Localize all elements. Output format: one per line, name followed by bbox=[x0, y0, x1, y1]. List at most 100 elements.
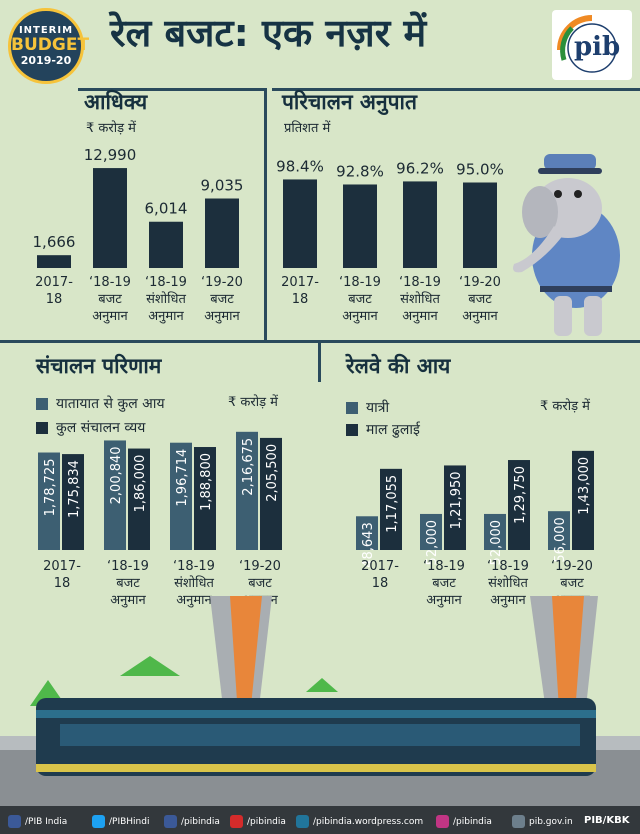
category-label: 2017- bbox=[361, 559, 399, 574]
data-label: 52,000 bbox=[425, 520, 440, 566]
category-label: ‘19-20 bbox=[201, 275, 243, 290]
category-label: अनुमान bbox=[402, 309, 438, 324]
interim-budget-badge: INTERIM BUDGET 2019-20 bbox=[8, 8, 90, 84]
category-label: अनुमान bbox=[148, 309, 184, 324]
category-label: ‘19-20 bbox=[239, 559, 281, 574]
divider bbox=[318, 340, 321, 382]
category-label: अनुमान bbox=[342, 309, 378, 324]
operating-results-unit: ₹ करोड़ में bbox=[228, 395, 278, 410]
category-label: अनुमान bbox=[110, 593, 146, 608]
data-label: 1,43,000 bbox=[577, 457, 592, 515]
bar bbox=[548, 511, 570, 550]
data-label: 1,88,800 bbox=[199, 453, 214, 511]
facebook-icon bbox=[164, 815, 177, 828]
bar bbox=[403, 181, 437, 268]
category-label: बजट bbox=[432, 576, 456, 591]
bar bbox=[38, 452, 60, 550]
bar bbox=[93, 168, 127, 268]
category-label: ‘18-19 bbox=[107, 559, 149, 574]
footer-text: pib.gov.in bbox=[529, 817, 573, 827]
badge-line1: INTERIM bbox=[18, 25, 74, 36]
footer-text: /pibindia bbox=[181, 817, 220, 827]
railway-income-title: रेलवे की आय bbox=[346, 354, 451, 378]
category-label: संशोधित bbox=[400, 291, 440, 307]
category-label: 18 bbox=[292, 292, 309, 307]
bar bbox=[128, 448, 150, 550]
pib-logo: pib bbox=[552, 10, 632, 80]
bar bbox=[260, 437, 282, 550]
footer-text: /PIB India bbox=[25, 817, 68, 827]
facebook-icon bbox=[8, 815, 21, 828]
footer-text: /pibindia.wordpress.com bbox=[313, 817, 424, 827]
legend-item: माल ढुलाई bbox=[346, 420, 420, 439]
data-label: 56,000 bbox=[553, 517, 568, 563]
bar bbox=[104, 440, 126, 550]
footer-link-youtube[interactable]: /pibindia bbox=[230, 815, 286, 828]
category-label: ‘18-19 bbox=[339, 275, 381, 290]
data-label: 52,000 bbox=[489, 520, 504, 566]
category-label: ‘19-20 bbox=[551, 559, 593, 574]
bar bbox=[356, 516, 378, 550]
train-illustration bbox=[0, 596, 640, 806]
category-label: ‘18-19 bbox=[89, 275, 131, 290]
bar bbox=[463, 182, 497, 268]
globe-icon bbox=[512, 815, 525, 828]
bar bbox=[420, 513, 442, 550]
category-label: ‘18-19 bbox=[487, 559, 529, 574]
pib-emblem-icon bbox=[557, 15, 617, 73]
data-label: 1,86,000 bbox=[133, 455, 148, 513]
legend-swatch bbox=[346, 402, 358, 414]
youtube-icon bbox=[230, 815, 243, 828]
category-label: 2017- bbox=[281, 275, 319, 290]
bar bbox=[508, 460, 530, 550]
data-label: 48,643 bbox=[361, 522, 376, 568]
bar bbox=[283, 179, 317, 268]
bar bbox=[37, 255, 71, 268]
category-label: बजट bbox=[248, 576, 272, 591]
data-label: 2,00,840 bbox=[109, 446, 124, 504]
footer-link-facebook[interactable]: /pibindia bbox=[164, 815, 220, 828]
data-label: 2,16,675 bbox=[241, 438, 256, 496]
category-label: ‘18-19 bbox=[399, 275, 441, 290]
category-label: बजट bbox=[210, 292, 234, 307]
category-label: संशोधित bbox=[174, 575, 214, 591]
surplus-unit: ₹ करोड़ में bbox=[86, 121, 136, 136]
legend-label: कुल संचालन व्यय bbox=[56, 420, 146, 436]
instagram-icon bbox=[436, 815, 449, 828]
page-title: रेल बजट: एक नज़र में bbox=[110, 11, 427, 55]
category-label: अनुमान bbox=[462, 309, 498, 324]
legend-swatch bbox=[36, 398, 48, 410]
legend-item: यातायात से कुल आय bbox=[36, 394, 165, 413]
category-label: संशोधित bbox=[146, 291, 186, 307]
data-label: 9,035 bbox=[201, 177, 244, 195]
badge-line2: BUDGET bbox=[11, 35, 90, 55]
category-label: ‘18-19 bbox=[145, 275, 187, 290]
footer-link-wordpress[interactable]: /pibindia.wordpress.com bbox=[296, 815, 423, 828]
legend-item: कुल संचालन व्यय bbox=[36, 418, 145, 437]
footer-link-pibindia[interactable]: /PIB India bbox=[8, 815, 67, 828]
category-label: बजट bbox=[560, 576, 584, 591]
legend-label: माल ढुलाई bbox=[366, 422, 420, 438]
category-label: अनुमान bbox=[426, 593, 462, 608]
category-label: 18 bbox=[46, 292, 63, 307]
bar bbox=[572, 450, 594, 550]
data-label: 1,96,714 bbox=[175, 449, 190, 507]
footer-link-website[interactable]: pib.gov.in bbox=[512, 815, 573, 828]
data-label: 1,78,725 bbox=[43, 459, 58, 517]
bar bbox=[205, 198, 239, 268]
data-label: 92.8% bbox=[336, 162, 384, 180]
data-label: 1,666 bbox=[33, 233, 76, 251]
category-label: संशोधित bbox=[488, 575, 528, 591]
bar bbox=[380, 468, 402, 550]
footer-text: /PIBHindi bbox=[109, 817, 150, 827]
footer-link-pibhindi[interactable]: /PIBHindi bbox=[92, 815, 149, 828]
operating-results-title: संचालन परिणाम bbox=[36, 354, 162, 378]
elephant-mascot-illustration bbox=[513, 154, 620, 336]
data-label: 1,21,950 bbox=[449, 471, 464, 529]
category-label: 2017- bbox=[43, 559, 81, 574]
operating-results-chart: 1,78,725 1,75,834 2017- 18 2,00,840 1,86,000 ‘… bbox=[38, 431, 282, 608]
data-label: 1,29,750 bbox=[513, 466, 528, 524]
legend-item: यात्री bbox=[346, 398, 389, 417]
pib-logo-text: pib bbox=[574, 32, 621, 62]
footer-link-instagram[interactable]: /pibindia bbox=[436, 815, 492, 828]
